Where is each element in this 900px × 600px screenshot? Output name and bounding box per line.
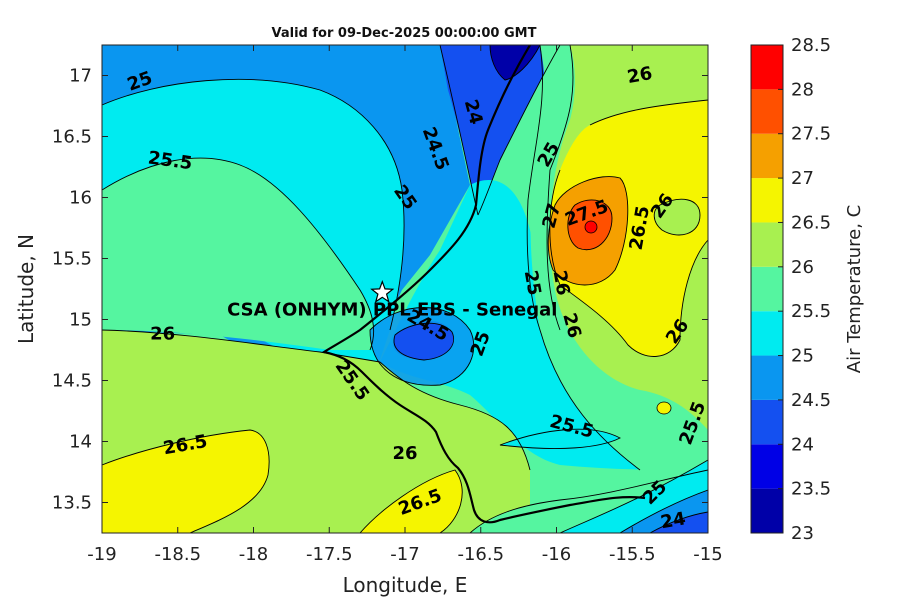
band-26.5-east xyxy=(549,100,708,357)
site-label: CSA (ONHYM) PPL EBS - Senegal xyxy=(227,300,557,321)
contour-label: 24 xyxy=(659,508,687,533)
colorbar-swatch xyxy=(751,178,783,223)
band-25.5-west xyxy=(102,158,374,350)
band-24-southeast xyxy=(650,512,708,533)
band-24-north xyxy=(440,45,560,215)
x-tick-label: -15 xyxy=(693,544,722,565)
chart-title: Valid for 09-Dec-2025 00:00:00 GMT xyxy=(272,26,537,41)
band-24-core xyxy=(393,323,454,360)
y-axis-ticks: 13.5 14 14.5 15 15.5 16 16.5 17 xyxy=(52,66,708,514)
band-28-core xyxy=(584,220,598,234)
colorbar-tick-label: 24.5 xyxy=(791,390,831,411)
y-tick-label: 17 xyxy=(69,66,92,87)
colorbar-swatch xyxy=(751,399,783,445)
colorbar-frame xyxy=(750,44,784,534)
colorbar-tick-label: 27.5 xyxy=(791,124,831,145)
colorbar-tick-label: 23.5 xyxy=(791,479,831,500)
colorbar-label: Air Temperature, C xyxy=(844,205,865,373)
contour-label: 26 xyxy=(392,443,417,464)
y-tick-label: 16.5 xyxy=(52,127,92,148)
contour-label: 25 xyxy=(520,269,545,297)
colorbar-tick-label: 26.5 xyxy=(791,212,831,233)
colorbar-swatch xyxy=(751,266,783,312)
y-tick-label: 15.5 xyxy=(52,249,92,270)
x-tick-label: -16.5 xyxy=(457,544,504,565)
x-tick-label: -17 xyxy=(390,544,419,565)
colorbar-tick-label: 24 xyxy=(791,434,814,455)
colorbar-tick-label: 23 xyxy=(791,523,814,544)
colorbar-tick-label: 28.5 xyxy=(791,35,831,56)
x-tick-label: -18 xyxy=(239,544,268,565)
colorbar-swatch xyxy=(751,222,783,267)
site-layer: CSA (ONHYM) PPL EBS - Senegal xyxy=(227,279,557,321)
colorbar-tick-label: 26 xyxy=(791,257,814,278)
colorbar-swatch xyxy=(751,444,783,489)
x-axis-ticks: -19 -18.5 -18 -17.5 -17 -16.5 -16 -15.5 -15 xyxy=(87,45,723,565)
colorbar-swatch xyxy=(751,488,783,533)
x-tick-label: -16 xyxy=(542,544,571,565)
colorbar-swatch xyxy=(751,133,783,179)
band-26.5-southwest xyxy=(102,430,270,533)
colorbar-tick-label: 25 xyxy=(791,346,814,367)
colorbar-swatch xyxy=(751,45,783,90)
contour-label: 26 xyxy=(626,63,654,88)
x-tick-label: -17.5 xyxy=(306,544,353,565)
colorbar: 23 23.5 24 24.5 25 25.5 26 26.5 27 27.5 28 28.5 xyxy=(750,35,831,544)
band-26-pocket xyxy=(654,199,700,235)
x-axis-label: Longitude, E xyxy=(343,573,468,597)
colorbar-swatch xyxy=(751,89,783,134)
y-axis-label: Latitude, N xyxy=(14,234,38,344)
contour-label: 26 xyxy=(549,269,574,297)
colorbar-swatch xyxy=(751,355,783,400)
colorbar-tick-label: 28 xyxy=(791,79,814,100)
contour-lines xyxy=(102,45,708,533)
y-tick-label: 14.5 xyxy=(52,371,92,392)
band-26.5-spot xyxy=(656,401,672,415)
x-tick-label: -15.5 xyxy=(609,544,656,565)
colorbar-tick-label: 27 xyxy=(791,168,814,189)
colorbar-tick-label: 25.5 xyxy=(791,301,831,322)
band-23.5-north xyxy=(490,45,540,80)
y-tick-label: 13.5 xyxy=(52,493,92,514)
band-26.5-south xyxy=(360,470,463,533)
x-tick-label: -18.5 xyxy=(154,544,201,565)
y-tick-label: 15 xyxy=(69,310,92,331)
colorbar-swatch xyxy=(751,311,783,356)
site-star-icon xyxy=(370,279,395,304)
x-tick-label: -19 xyxy=(87,544,116,565)
y-tick-label: 14 xyxy=(69,432,92,453)
y-tick-label: 16 xyxy=(69,188,92,209)
coastline xyxy=(321,45,646,524)
band-25-south-tongue xyxy=(500,429,620,449)
contour-label: 26 xyxy=(150,324,175,345)
